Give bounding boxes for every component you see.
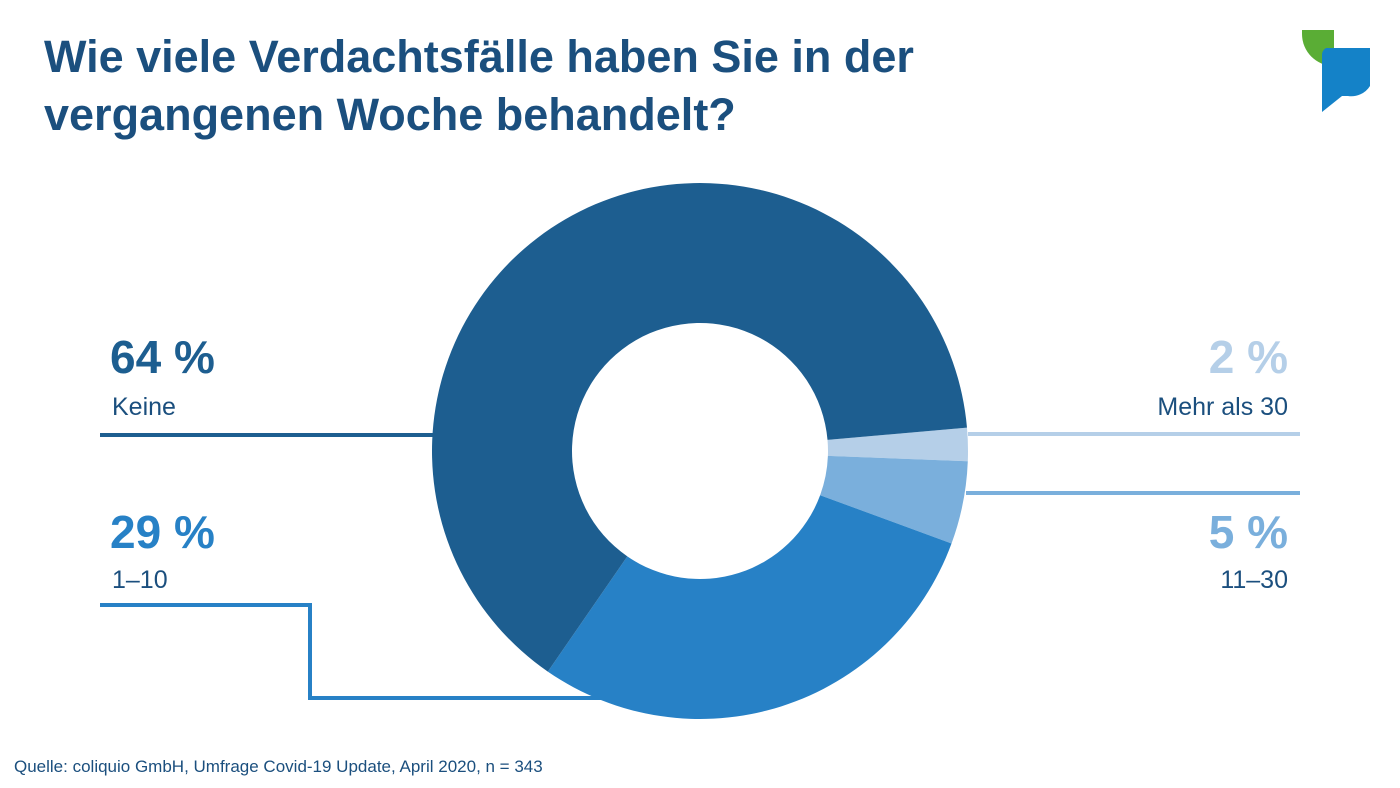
leader-line-1-10	[100, 603, 620, 700]
label-mehr-als-30-value: 2 %	[1209, 331, 1288, 383]
donut-slices	[431, 182, 969, 719]
label-mehr-als-30-category: Mehr als 30	[1157, 393, 1288, 421]
donut-slice-1-10	[547, 495, 952, 719]
label-keine-value: 64 %	[110, 331, 215, 383]
donut-slice-keine	[431, 182, 967, 672]
chart-title: Wie viele Verdachtsfälle haben Sie in de…	[44, 28, 1224, 144]
donut-slice-11-30	[820, 455, 968, 544]
coliquio-logo-icon	[1302, 30, 1370, 112]
label-11-30-category: 11–30	[1220, 566, 1288, 594]
label-1-10-category: 1–10	[112, 566, 168, 594]
chart-title-line-2: vergangenen Woche behandelt?	[44, 89, 736, 140]
logo-blue-bubble	[1321, 48, 1370, 112]
donut-slice-mehr-als-30	[827, 427, 969, 462]
chart-title-line-1: Wie viele Verdachtsfälle haben Sie in de…	[44, 31, 914, 82]
label-keine-category: Keine	[112, 393, 176, 421]
label-11-30-value: 5 %	[1209, 506, 1288, 558]
label-1-10-value: 29 %	[110, 506, 215, 558]
source-note: Quelle: coliquio GmbH, Umfrage Covid-19 …	[14, 757, 543, 776]
